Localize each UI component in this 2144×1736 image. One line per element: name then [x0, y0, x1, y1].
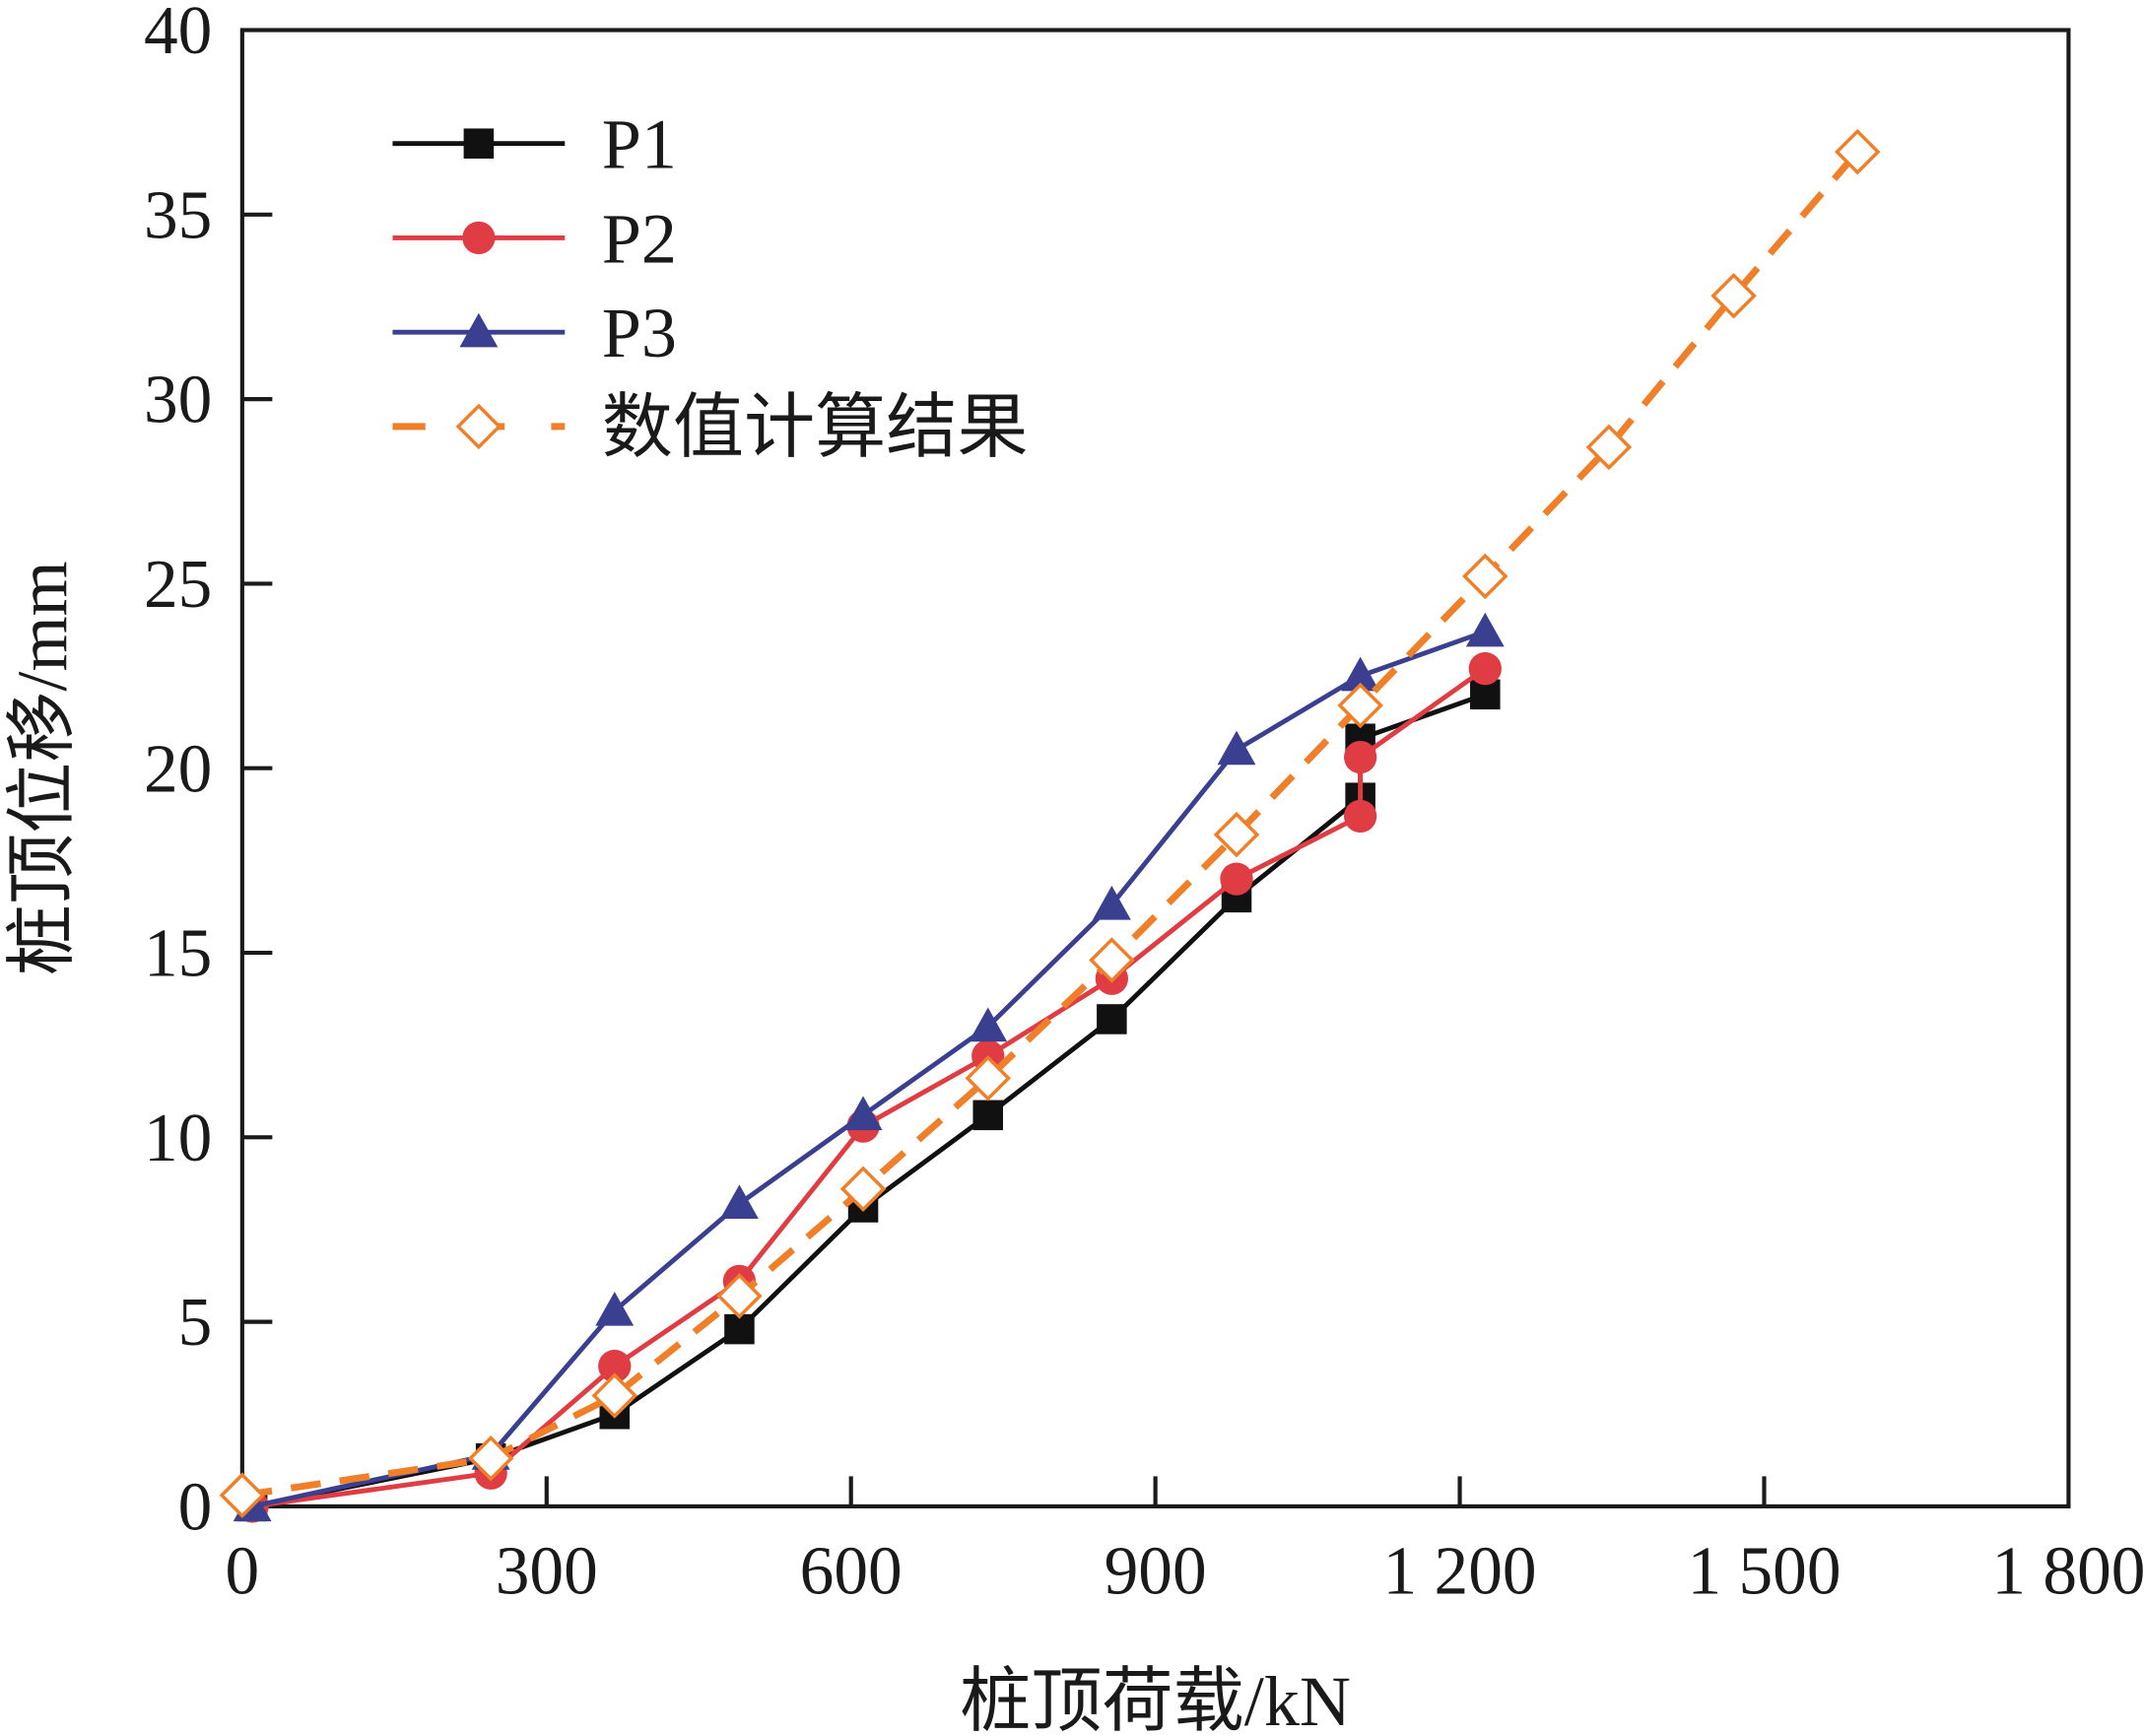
data-point: [839, 1166, 887, 1213]
series-4: [219, 128, 1881, 1518]
x-tick-label: 300: [496, 1534, 598, 1610]
data-point: [467, 1435, 514, 1482]
data-point: [591, 1372, 638, 1419]
series-line: [251, 629, 1487, 1509]
data-point: [1462, 553, 1508, 600]
data-point: [1217, 730, 1256, 766]
series-3: [233, 612, 1505, 1522]
data-point: [1220, 862, 1253, 896]
x-tick-label: 1 200: [1383, 1534, 1537, 1610]
y-tick-label: 5: [178, 1285, 213, 1361]
data-point: [716, 1273, 763, 1319]
data-point: [1097, 1004, 1127, 1035]
data-point: [720, 1184, 759, 1220]
legend-label: P1: [602, 105, 677, 184]
legend-marker: [463, 128, 495, 159]
legend-marker: [455, 403, 502, 450]
x-tick-label: 0: [226, 1534, 260, 1610]
y-tick-label: 10: [144, 1101, 212, 1176]
data-point: [1213, 811, 1260, 858]
series-line: [241, 149, 1860, 1500]
series-1: [236, 679, 1501, 1522]
x-tick-label: 1 800: [1991, 1534, 2144, 1610]
data-point: [1343, 799, 1377, 834]
series-2: [235, 651, 1502, 1523]
legend-marker: [459, 312, 499, 348]
y-tick-label: 40: [144, 0, 212, 69]
data-point: [965, 1055, 1011, 1102]
series-line: [251, 692, 1487, 1509]
x-tick-label: 900: [1105, 1534, 1207, 1610]
data-point: [1468, 651, 1502, 686]
data-point: [595, 1291, 635, 1326]
y-tick-label: 15: [144, 916, 212, 992]
data-point: [972, 1100, 1003, 1131]
x-tick-label: 1 500: [1687, 1534, 1841, 1610]
legend-label: P3: [602, 294, 677, 372]
y-tick-label: 25: [144, 547, 212, 623]
data-point: [1089, 937, 1135, 983]
data-point: [1585, 424, 1633, 471]
data-point: [1337, 682, 1383, 729]
y-tick-label: 35: [144, 177, 212, 253]
x-tick-label: 600: [800, 1534, 903, 1610]
legend-marker: [462, 221, 496, 255]
x-axis-label: 桩顶荷载/kN: [960, 1662, 1351, 1736]
data-point: [219, 1472, 266, 1518]
y-tick-label: 20: [144, 731, 212, 807]
data-point: [598, 1349, 632, 1383]
data-point: [1343, 740, 1377, 774]
y-axis-label: 桩顶位移/mm: [3, 561, 82, 975]
plot-frame: [239, 28, 2071, 1508]
data-point: [1465, 612, 1505, 647]
data-point: [843, 1096, 883, 1131]
data-point: [1092, 885, 1131, 920]
data-point: [969, 1007, 1008, 1042]
data-point: [1710, 272, 1757, 319]
series-line: [251, 666, 1487, 1509]
legend-label: 数值计算结果: [602, 388, 1029, 467]
data-point: [724, 1313, 755, 1345]
y-tick-label: 30: [144, 363, 212, 438]
y-tick-label: 0: [178, 1470, 213, 1546]
data-point: [1834, 128, 1881, 175]
legend-label: P2: [602, 199, 677, 278]
data-point: [1341, 656, 1380, 692]
